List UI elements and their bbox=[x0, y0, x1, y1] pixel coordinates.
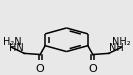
Text: O: O bbox=[88, 64, 97, 74]
Text: NH₂: NH₂ bbox=[112, 37, 130, 47]
Text: O: O bbox=[36, 64, 45, 74]
Text: H₂N: H₂N bbox=[3, 37, 21, 47]
Text: NH: NH bbox=[109, 43, 124, 53]
Text: HN: HN bbox=[9, 43, 24, 53]
